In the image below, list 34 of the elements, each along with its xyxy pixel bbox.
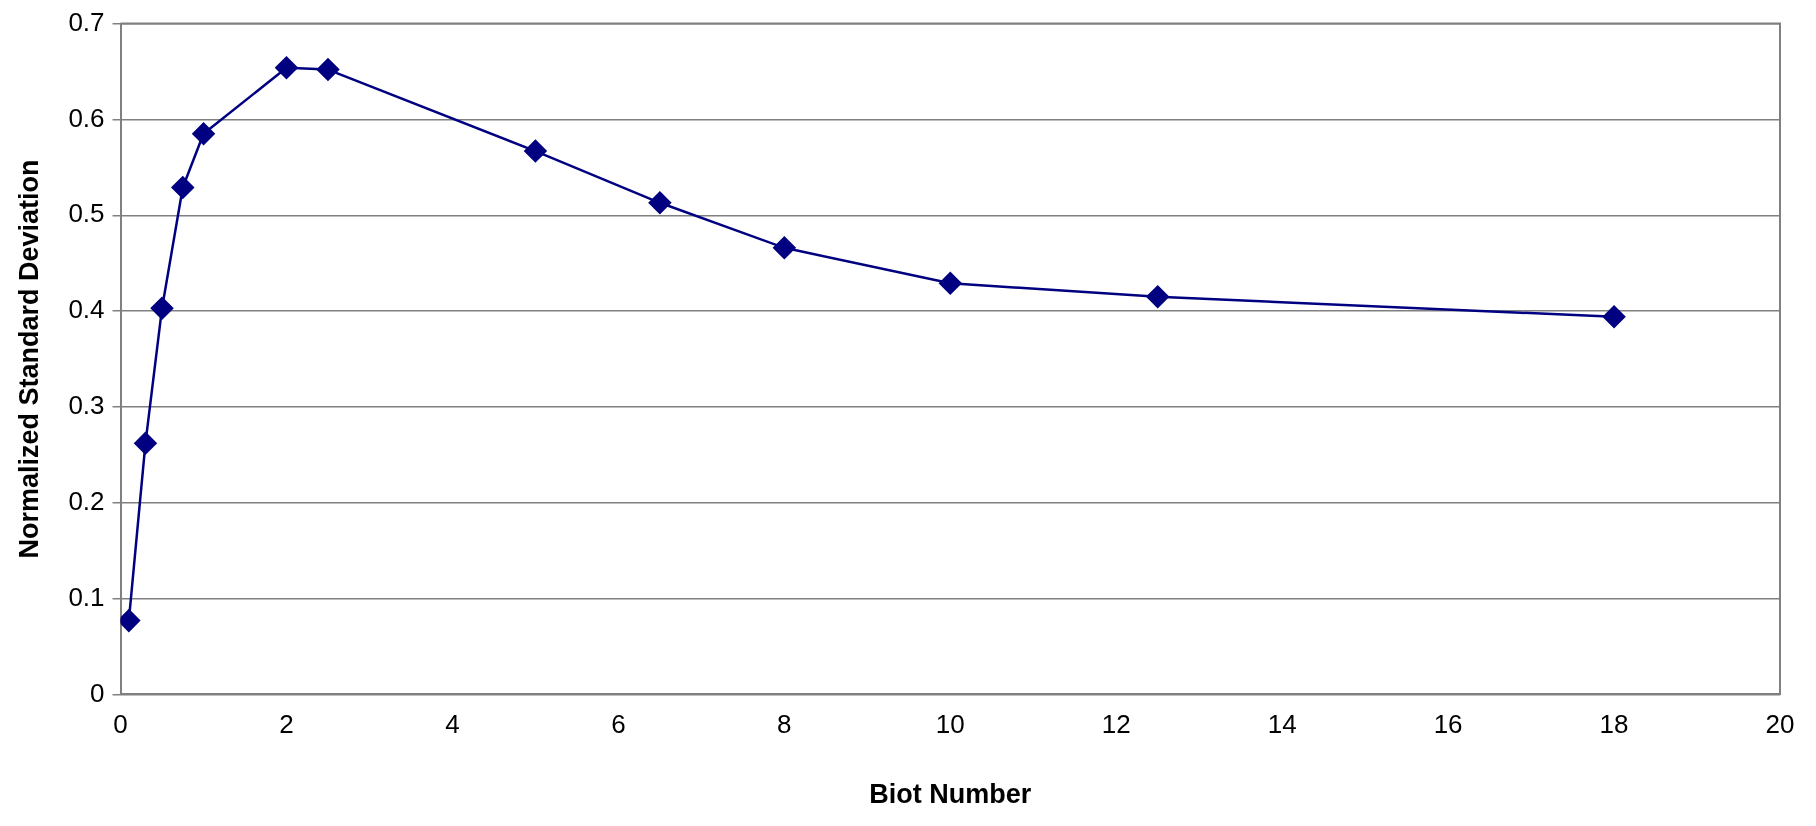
point [150,296,174,320]
x-tick-label: 16 [1433,709,1463,740]
y-tick-label: 0.4 [68,294,105,325]
point [1602,305,1626,329]
x-tick-label: 6 [611,709,626,740]
x-tick-label: 4 [445,709,460,740]
x-tick-label: 12 [1101,709,1131,740]
point [134,432,157,455]
point [171,176,195,199]
y-tick-label: 0.7 [68,6,105,37]
x-tick-label: 0 [113,709,128,740]
point [648,191,672,215]
x-tick-label: 10 [935,709,965,740]
x-tick-label: 14 [1267,709,1297,740]
point [316,58,340,81]
y-tick-label: 0.6 [68,102,105,133]
x-axis-title: Biot Number [869,779,1032,810]
x-tick-label: 8 [777,709,792,740]
point [939,272,962,295]
y-tick-label: 0.3 [68,390,105,421]
point [275,56,298,79]
x-tick-label: 18 [1599,709,1629,740]
x-tick-label: 20 [1765,709,1795,740]
y-tick-label: 0.5 [68,198,105,229]
y-tick-label: 0 [90,677,105,708]
y-axis-title: Normalized Standard Deviation [13,159,44,559]
point [524,139,547,163]
y-tick-label: 0.2 [68,485,105,516]
point [773,236,796,260]
point [192,122,215,146]
point [1146,285,1169,308]
y-tick-label: 0.1 [68,581,105,612]
x-tick-label: 2 [279,709,294,740]
point [120,609,141,632]
